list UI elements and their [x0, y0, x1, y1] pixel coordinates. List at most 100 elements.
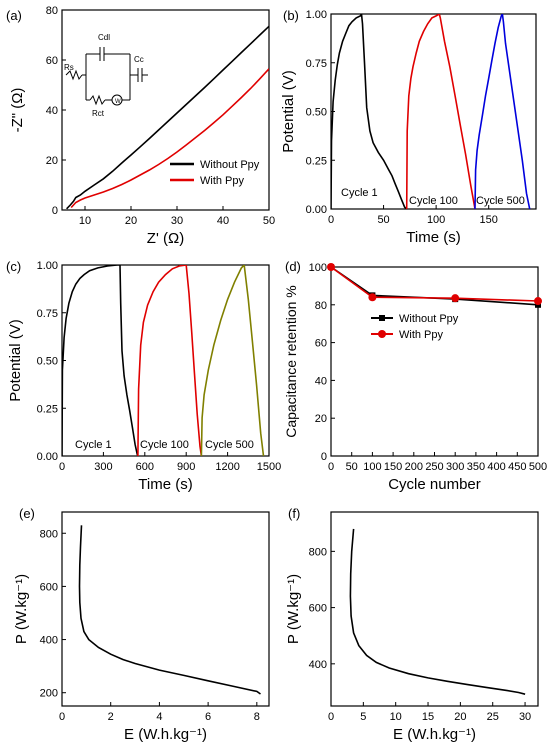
data-point: [451, 294, 460, 303]
x-tick-label: 300: [94, 461, 112, 473]
x-axis-label: Time (s): [406, 229, 460, 246]
x-tick-label: 0: [328, 461, 334, 473]
y-tick-label: 400: [309, 659, 327, 671]
x-tick-label: 0: [59, 461, 65, 473]
x-tick-label: 450: [508, 461, 526, 473]
series-line-2: [70, 68, 269, 209]
y-tick-label: 1.00: [37, 260, 58, 272]
legend-label: Without Ppy: [200, 159, 260, 171]
cycle-annotation: Cycle 500: [476, 195, 525, 207]
y-axis-label: -Z" (Ω): [9, 88, 26, 133]
chart-panel-c: 0 300 600 900 1200 1500 0.00 0.25 0.50 0.75 1.00 Ti…: [6, 259, 281, 493]
panel-label: (f): [288, 506, 300, 521]
inset-label: Cc: [134, 55, 144, 64]
y-tick-label: 600: [309, 603, 327, 615]
y-tick-label: 600: [40, 581, 58, 593]
x-tick-label: 25: [487, 711, 499, 723]
legend-label: With Ppy: [200, 175, 245, 187]
data-point: [368, 293, 377, 302]
data-point: [534, 297, 542, 306]
panel-label: (d): [285, 259, 301, 274]
x-tick-label: 0: [59, 711, 65, 723]
x-tick-label: 20: [454, 711, 466, 723]
x-tick-label: 8: [254, 711, 260, 723]
y-tick-label: 20: [46, 155, 58, 167]
resistor-rct: [89, 94, 106, 106]
inset-label: Rs: [64, 63, 74, 72]
x-tick-label: 350: [467, 461, 485, 473]
x-axis-label: E (W.h.kg⁻¹): [393, 726, 476, 743]
chart-panel-f: 0 5 10 15 20 25 30 400 600 800 E (W.h.kg⁻¹) P (W.kg…: [285, 506, 539, 743]
chart-panel-d: 0 50 100 150 200 250 300 350 400 450 5000204060801…: [283, 259, 547, 493]
y-tick-label: 1.00: [306, 9, 327, 21]
y-tick-label: 60: [46, 55, 58, 67]
inset-label: Cdl: [98, 33, 110, 42]
x-tick-label: 200: [405, 461, 423, 473]
y-tick-label: 200: [40, 688, 58, 700]
x-tick-label: 250: [425, 461, 443, 473]
chart-panel-b: 0 50 100 150 0.00 0.25 0.50 0.75 1.00 Time (s) Pot…: [280, 8, 537, 246]
x-tick-label: 50: [377, 214, 389, 226]
x-tick-label: 1500: [257, 461, 281, 473]
x-tick-label: 900: [177, 461, 195, 473]
x-tick-label: 400: [487, 461, 505, 473]
y-tick-label: 60: [315, 338, 327, 350]
x-tick-label: 0: [328, 711, 334, 723]
cycle-annotation: Cycle 1: [75, 439, 112, 451]
x-tick-label: 500: [529, 461, 547, 473]
y-axis-label: Capacitance retention %: [283, 285, 299, 438]
x-tick-label: 2: [108, 711, 114, 723]
plot-frame: [61, 264, 270, 457]
legend-label: With Ppy: [399, 329, 444, 341]
x-tick-label: 20: [125, 215, 137, 227]
inset-label: Rct: [92, 109, 105, 118]
y-tick-label: 0.25: [37, 403, 58, 415]
y-tick-label: 0.75: [306, 58, 327, 70]
y-tick-label: 800: [309, 546, 327, 558]
x-tick-label: 30: [171, 215, 183, 227]
x-tick-label: 10: [79, 215, 91, 227]
series-line-1: [66, 25, 269, 210]
y-tick-label: 0: [52, 205, 58, 217]
plot-frame: [61, 511, 270, 707]
legend-label: Without Ppy: [399, 313, 459, 325]
x-tick-label: 0: [328, 214, 334, 226]
x-tick-label: 30: [519, 711, 531, 723]
plot-frame: [330, 266, 539, 457]
x-tick-label: 4: [156, 711, 162, 723]
resistor-rs: [65, 69, 83, 81]
x-tick-label: 6: [205, 711, 211, 723]
y-tick-label: 0.00: [306, 204, 327, 216]
x-tick-label: 100: [427, 214, 445, 226]
legend-marker: [378, 330, 386, 338]
x-tick-label: 300: [446, 461, 464, 473]
x-tick-label: 600: [136, 461, 154, 473]
cycle-annotation: Cycle 1: [341, 187, 378, 199]
y-tick-label: 0.00: [37, 451, 58, 463]
plot-frame: [330, 511, 539, 707]
y-tick-label: 40: [315, 375, 327, 387]
y-tick-label: 400: [40, 635, 58, 647]
chart-panel-a: 10 20 30 40 50 0 20 40 60 80 Z' (Ω) -Z" (Ω) (a) Witho…: [6, 5, 275, 247]
series-line-1: [331, 14, 408, 209]
cycle-annotation: Cycle 500: [205, 439, 254, 451]
chart-panel-e: 0 2 4 6 8 200 400 600 800 E (W.h.kg⁻¹) P (W.kg⁻¹) (…: [13, 506, 270, 743]
series-line-2: [331, 267, 538, 302]
y-axis-label: P (W.kg⁻¹): [13, 574, 30, 644]
x-axis-label: E (W.h.kg⁻¹): [124, 726, 207, 743]
y-tick-label: 0.50: [306, 107, 327, 119]
x-tick-label: 1200: [215, 461, 239, 473]
series-line-3: [200, 265, 265, 456]
panel-label: (a): [6, 8, 22, 23]
series-line-3: [474, 14, 531, 209]
x-tick-label: 10: [390, 711, 402, 723]
x-axis-label: Cycle number: [388, 476, 481, 493]
data-point: [327, 263, 335, 271]
series-line-1: [331, 267, 538, 306]
inset-label: W: [115, 99, 121, 105]
series-line-1: [62, 265, 139, 456]
y-tick-label: 0.50: [37, 356, 58, 368]
y-tick-label: 0.25: [306, 155, 327, 167]
series-line-2: [405, 14, 476, 209]
